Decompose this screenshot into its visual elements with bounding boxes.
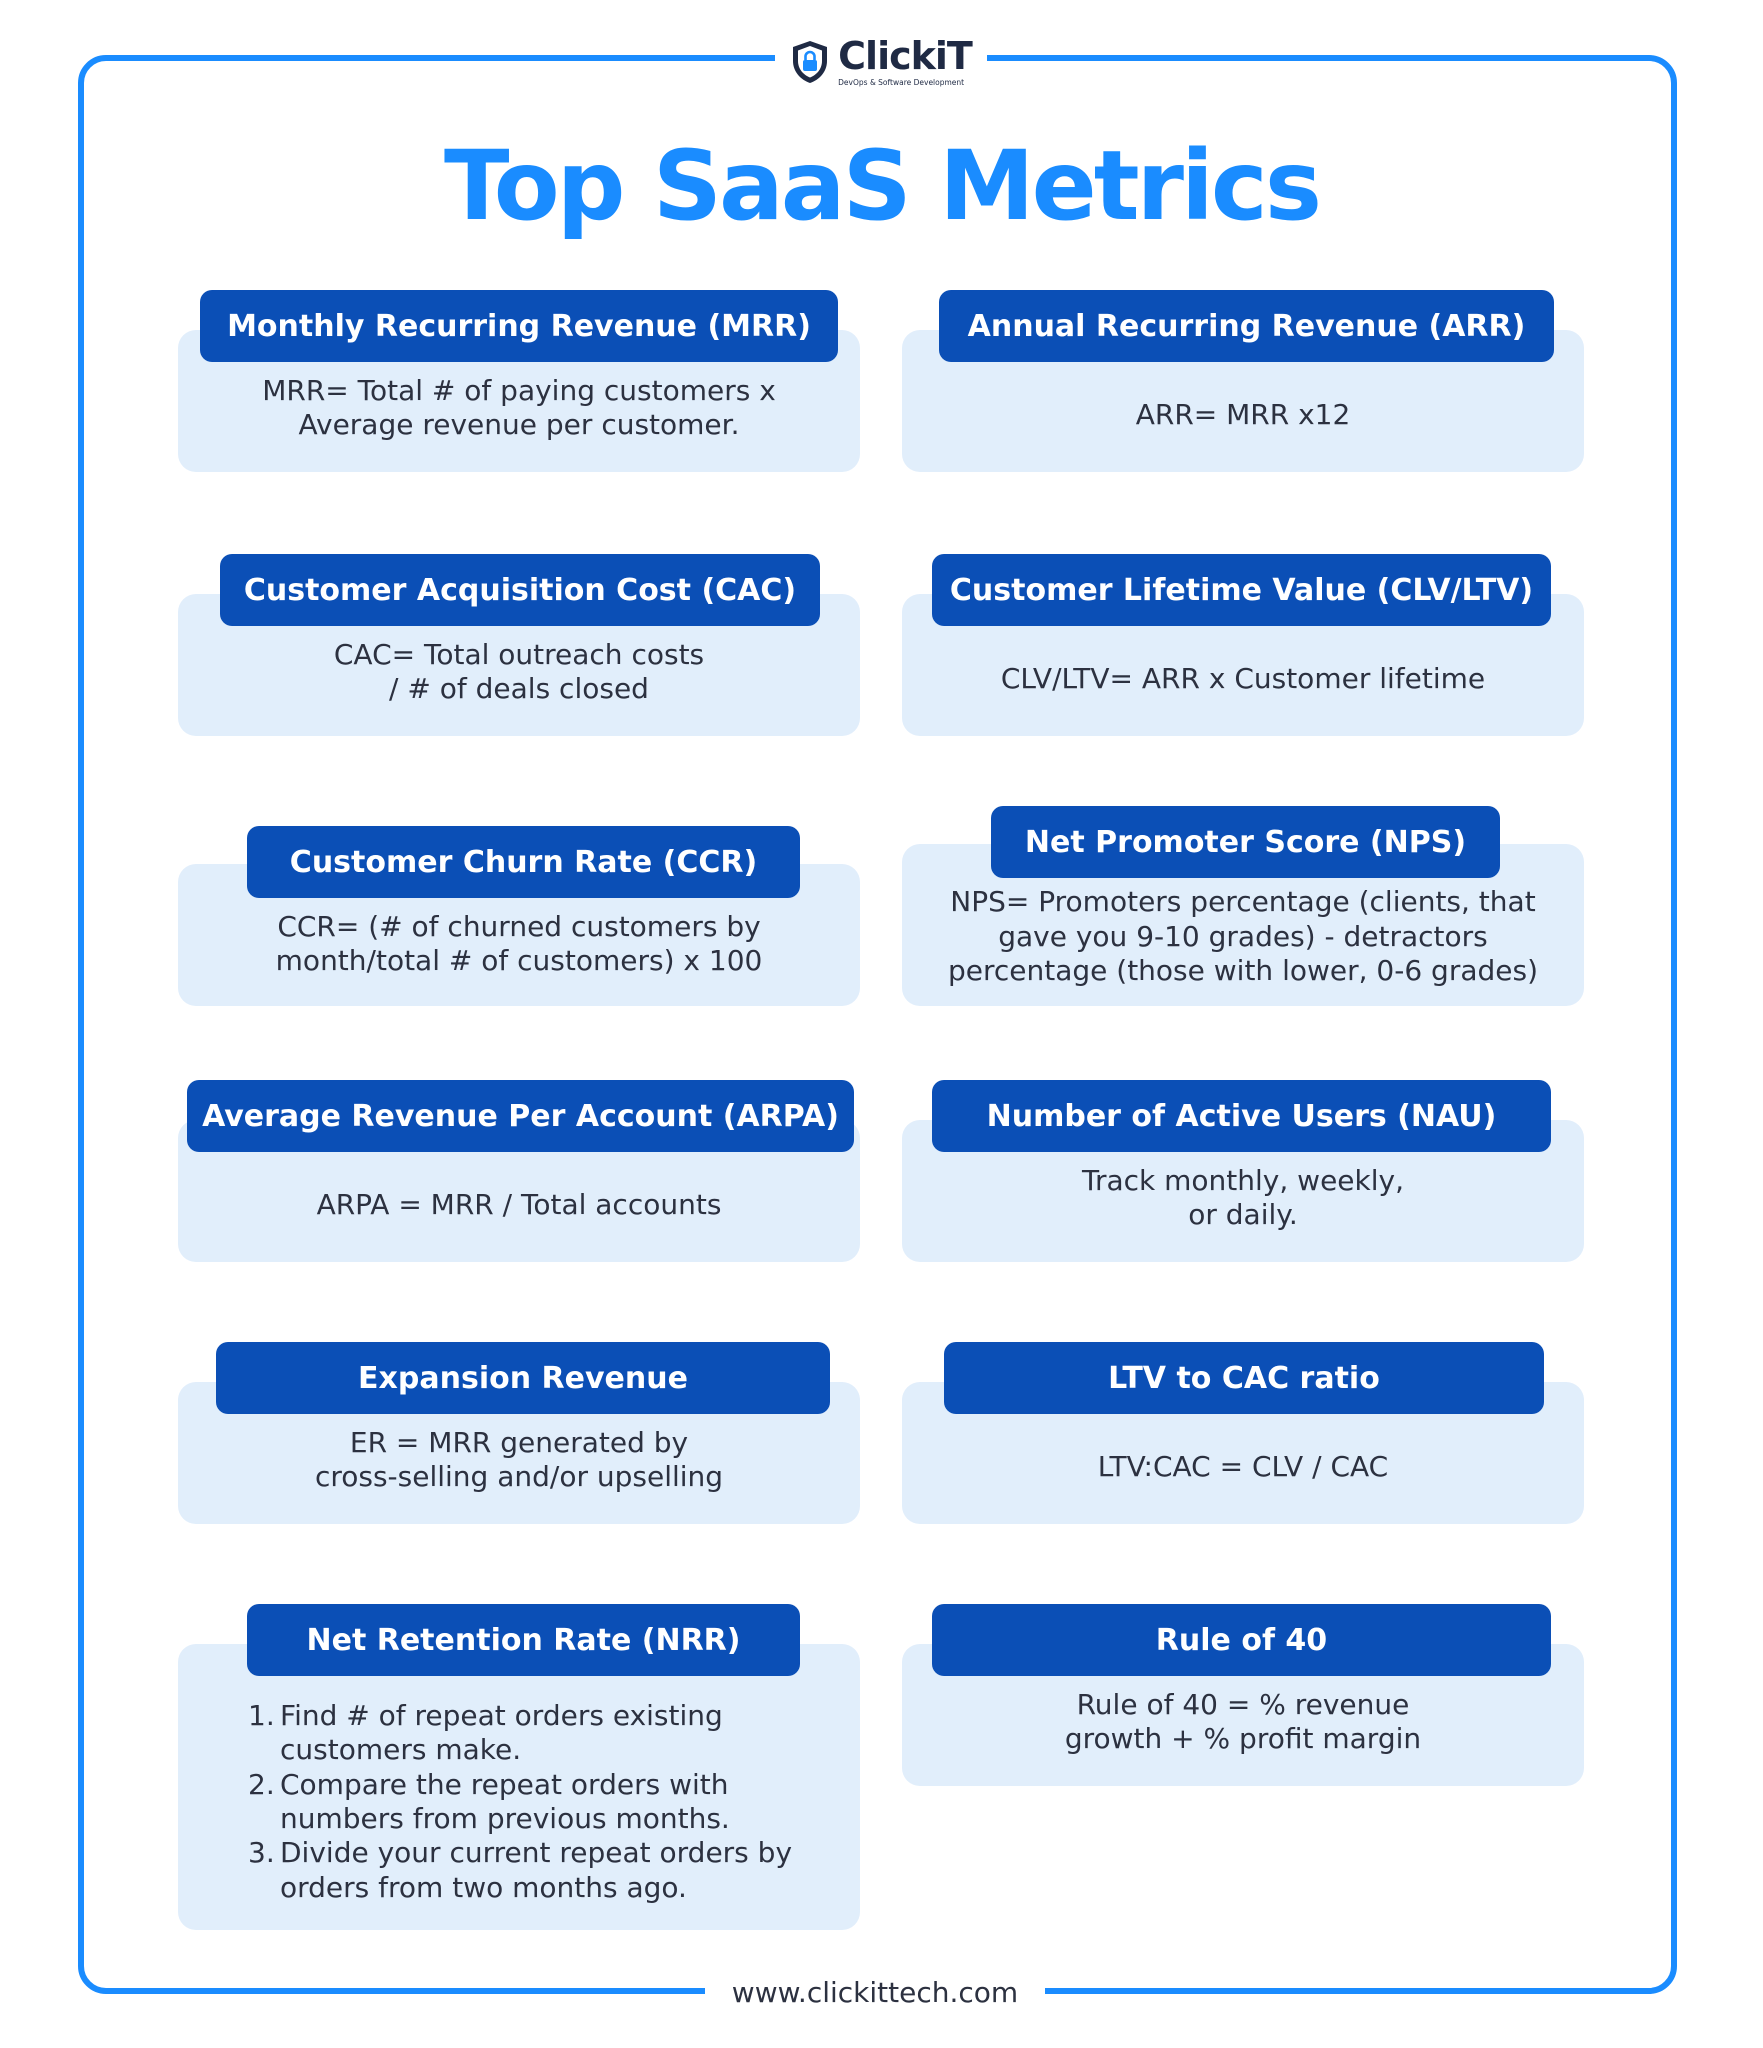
metric-heading-nps: Net Promoter Score (NPS) xyxy=(991,806,1500,878)
metric-heading-er: Expansion Revenue xyxy=(216,1342,830,1414)
shield-lock-icon xyxy=(793,41,828,83)
step-text: Find # of repeat orders existing custome… xyxy=(280,1698,723,1767)
metric-heading-arr: Annual Recurring Revenue (ARR) xyxy=(939,290,1554,362)
metric-formula: ER = MRR generated by cross-selling and/… xyxy=(314,1425,724,1493)
list-item: 2. Compare the repeat orders with number… xyxy=(248,1768,792,1837)
metric-formula: CAC= Total outreach costs / # of deals c… xyxy=(333,637,705,705)
metric-card-nrr: 1. Find # of repeat orders existing cust… xyxy=(178,1644,860,1930)
step-text: Divide your current repeat orders by ord… xyxy=(280,1836,793,1904)
metric-formula: LTV:CAC = CLV / CAC xyxy=(1097,1449,1389,1483)
metric-formula: MRR= Total # of paying customers x Avera… xyxy=(262,373,776,441)
brand-name: ClickiT xyxy=(838,34,973,79)
metric-formula: CLV/LTV= ARR x Customer lifetime xyxy=(1000,661,1486,695)
metric-formula: ARPA = MRR / Total accounts xyxy=(316,1187,722,1221)
metric-formula: Rule of 40 = % revenue growth + % profit… xyxy=(1064,1687,1422,1755)
step-number: 1. xyxy=(248,1698,275,1732)
nrr-steps-list: 1. Find # of repeat orders existing cust… xyxy=(248,1699,792,1906)
metric-heading-arpa: Average Revenue Per Account (ARPA) xyxy=(187,1080,854,1152)
metric-formula: NPS= Promoters percentage (clients, that… xyxy=(947,885,1539,988)
metric-formula: Track monthly, weekly, or daily. xyxy=(1081,1163,1404,1231)
metric-heading-nrr: Net Retention Rate (NRR) xyxy=(247,1604,800,1676)
metric-heading-rule-of-40: Rule of 40 xyxy=(932,1604,1551,1676)
brand-logo: ClickiT DevOps & Software Development xyxy=(775,28,987,96)
metric-formula: ARR= MRR x12 xyxy=(1135,397,1351,431)
brand-tagline: DevOps & Software Development xyxy=(838,78,965,88)
metric-heading-nau: Number of Active Users (NAU) xyxy=(932,1080,1551,1152)
metric-heading-ccr: Customer Churn Rate (CCR) xyxy=(247,826,800,898)
metric-heading-clv: Customer Lifetime Value (CLV/LTV) xyxy=(932,554,1551,626)
metric-heading-mrr: Monthly Recurring Revenue (MRR) xyxy=(200,290,838,362)
step-number: 2. xyxy=(248,1767,275,1801)
step-text: Compare the repeat orders with numbers f… xyxy=(280,1767,730,1835)
step-number: 3. xyxy=(248,1836,275,1870)
list-item: 3. Divide your current repeat orders by … xyxy=(248,1836,792,1905)
list-item: 1. Find # of repeat orders existing cust… xyxy=(248,1699,792,1768)
metric-heading-cac: Customer Acquisition Cost (CAC) xyxy=(220,554,820,626)
page-title: Top SaaS Metrics xyxy=(444,130,1322,242)
metric-heading-ltv-cac: LTV to CAC ratio xyxy=(944,1342,1544,1414)
website-link[interactable]: www.clickittech.com xyxy=(705,1964,1045,2020)
metric-formula: CCR= (# of churned customers by month/to… xyxy=(275,909,763,977)
